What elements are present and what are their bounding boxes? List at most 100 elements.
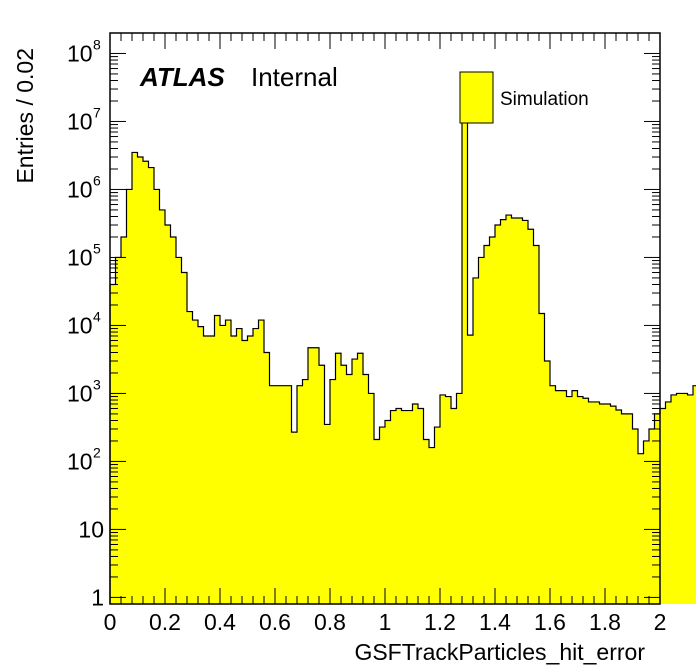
y-tick-label: 10 <box>67 448 93 474</box>
histogram-bin <box>583 398 589 604</box>
y-tick-exponent: 4 <box>93 308 101 324</box>
x-tick-label: 2 <box>654 609 667 635</box>
histogram-bin <box>660 408 666 604</box>
histogram-bin <box>137 157 144 604</box>
histogram-bin <box>385 420 391 604</box>
histogram-bin <box>231 335 237 604</box>
histogram-bin <box>682 393 688 604</box>
histogram-bin <box>473 277 479 604</box>
y-tick-exponent: 3 <box>93 376 101 392</box>
histogram-bin <box>319 365 325 604</box>
histogram-bin <box>495 225 501 604</box>
y-tick-exponent: 8 <box>93 36 101 52</box>
histogram-bin <box>676 393 683 604</box>
histogram-bin <box>407 410 413 604</box>
y-tick-exponent: 2 <box>93 444 101 460</box>
histogram-bin <box>203 335 210 604</box>
histogram-bin <box>286 385 292 604</box>
y-tick-label: 10 <box>67 108 93 134</box>
histogram-bin <box>632 428 639 604</box>
legend-label: Simulation <box>500 89 589 110</box>
histogram-bin <box>599 403 606 604</box>
internal-label: Internal <box>251 62 338 92</box>
histogram-bin <box>638 453 644 604</box>
histogram-bin <box>506 215 512 604</box>
histogram-bin <box>176 257 182 604</box>
histogram-bin <box>610 406 617 604</box>
histogram-bin <box>291 432 298 604</box>
histogram-bin <box>308 347 314 604</box>
x-tick-label: 0.2 <box>149 609 181 635</box>
histogram-bin <box>275 385 281 604</box>
histogram-bin <box>379 427 386 604</box>
x-tick-label: 1.2 <box>424 609 456 635</box>
histogram-bin <box>143 161 149 604</box>
histogram-bin <box>401 410 408 604</box>
histogram-bin <box>170 236 177 605</box>
y-tick-label: 10 <box>67 312 93 338</box>
histogram-bin <box>346 374 353 604</box>
histogram-bin <box>220 325 226 604</box>
axis-ticks <box>109 32 661 604</box>
histogram-bin <box>264 352 270 604</box>
histogram-bin <box>467 335 474 604</box>
histogram-bin <box>324 424 331 604</box>
histogram-bin <box>412 403 419 604</box>
histogram-bin <box>313 347 320 604</box>
histogram-bin <box>159 209 166 604</box>
histogram-bin <box>280 385 287 604</box>
histogram-bin <box>352 359 358 604</box>
histogram-bin <box>302 379 309 604</box>
histogram-bin <box>423 439 430 604</box>
histogram-bin <box>577 396 584 604</box>
histogram-bin <box>478 257 485 604</box>
histogram-bin <box>132 152 138 604</box>
histogram-bin <box>445 396 452 604</box>
histogram-bin <box>357 353 364 604</box>
histogram-bin <box>588 401 595 604</box>
histogram-bin <box>269 385 276 604</box>
histogram-bin <box>643 440 650 604</box>
histogram-bin <box>456 393 463 604</box>
histogram-bin <box>418 408 424 604</box>
histogram-bin <box>242 340 248 604</box>
y-tick-label: 10 <box>67 244 93 270</box>
x-tick-label: 1.8 <box>589 609 621 635</box>
histogram <box>109 108 696 605</box>
atlas-label: ATLAS <box>139 62 225 92</box>
histogram-bin <box>181 272 188 604</box>
histogram-bin <box>335 353 342 604</box>
histogram-bin <box>209 335 215 604</box>
histogram-bin <box>440 394 446 604</box>
x-tick-label: 0.6 <box>259 609 291 635</box>
histogram-bin <box>214 315 221 604</box>
histogram-bin <box>198 326 204 604</box>
histogram-bin <box>484 245 490 604</box>
histogram-bin <box>115 257 122 604</box>
x-tick-label: 1.4 <box>479 609 511 635</box>
histogram-bin <box>561 390 567 604</box>
histogram-bin <box>627 413 633 604</box>
y-axis-title: Entries / 0.02 <box>12 48 38 184</box>
y-tick-label: 10 <box>78 516 104 542</box>
histogram-bin <box>363 374 369 604</box>
histogram-bin <box>522 220 529 604</box>
histogram-bin <box>451 408 457 604</box>
histogram-bin <box>511 218 518 605</box>
histogram-bin <box>330 379 336 604</box>
histogram-bin <box>429 447 435 604</box>
histogram-bin <box>368 393 375 604</box>
histogram-bin <box>693 385 696 604</box>
x-axis-title: GSFTrackParticles_hit_error <box>354 639 645 665</box>
histogram-bin <box>187 311 193 604</box>
histogram-bin <box>297 385 303 604</box>
histogram-bin <box>500 219 507 604</box>
histogram-bin <box>434 427 441 604</box>
histogram-bin <box>165 225 171 604</box>
histogram-bin <box>374 439 380 604</box>
y-tick-exponent: 7 <box>93 104 101 120</box>
histogram-bin <box>341 365 347 604</box>
y-tick-exponent: 6 <box>93 172 101 188</box>
